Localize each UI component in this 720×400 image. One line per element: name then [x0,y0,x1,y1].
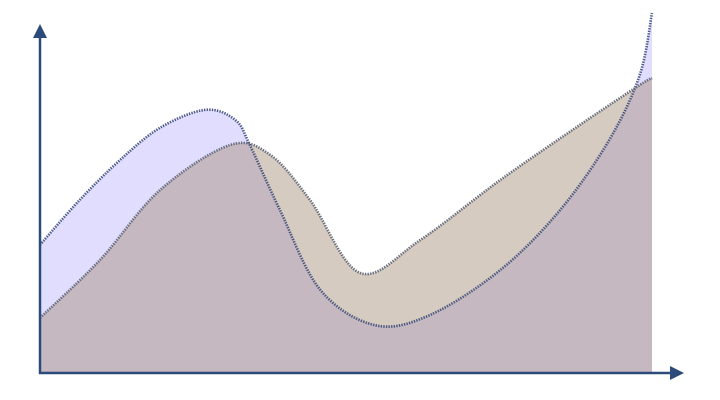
area-line [39,12,654,328]
y-axis-arrow [33,24,47,38]
area [40,78,652,373]
area-line [39,76,653,319]
axes [33,24,684,380]
area [40,13,652,373]
x-axis-arrow [670,366,684,380]
plot-area [39,12,654,373]
